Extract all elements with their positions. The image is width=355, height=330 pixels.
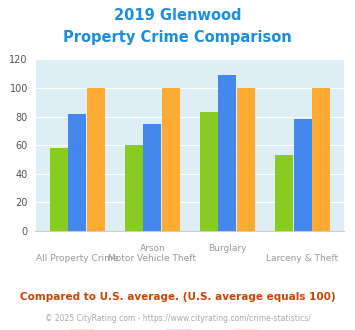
Bar [50, 148, 67, 231]
Bar [237, 88, 255, 231]
Bar [218, 75, 236, 231]
Bar [125, 145, 143, 231]
Bar [143, 124, 162, 231]
Text: All Property Crime: All Property Crime [36, 254, 119, 263]
Legend: Glenwood, Iowa, National: Glenwood, Iowa, National [65, 326, 315, 330]
Text: Compared to U.S. average. (U.S. average equals 100): Compared to U.S. average. (U.S. average … [20, 292, 335, 302]
Bar [275, 155, 293, 231]
Bar [200, 112, 218, 231]
Bar [312, 88, 330, 231]
Bar [87, 88, 105, 231]
Bar [162, 88, 180, 231]
Text: Larceny & Theft: Larceny & Theft [267, 254, 339, 263]
Bar [294, 119, 312, 231]
Text: © 2025 CityRating.com - https://www.cityrating.com/crime-statistics/: © 2025 CityRating.com - https://www.city… [45, 314, 310, 323]
Text: Burglary: Burglary [208, 244, 247, 253]
Text: Arson: Arson [140, 244, 165, 253]
Text: 2019 Glenwood: 2019 Glenwood [114, 8, 241, 23]
Text: Property Crime Comparison: Property Crime Comparison [63, 30, 292, 45]
Bar [68, 114, 86, 231]
Text: Motor Vehicle Theft: Motor Vehicle Theft [108, 254, 196, 263]
